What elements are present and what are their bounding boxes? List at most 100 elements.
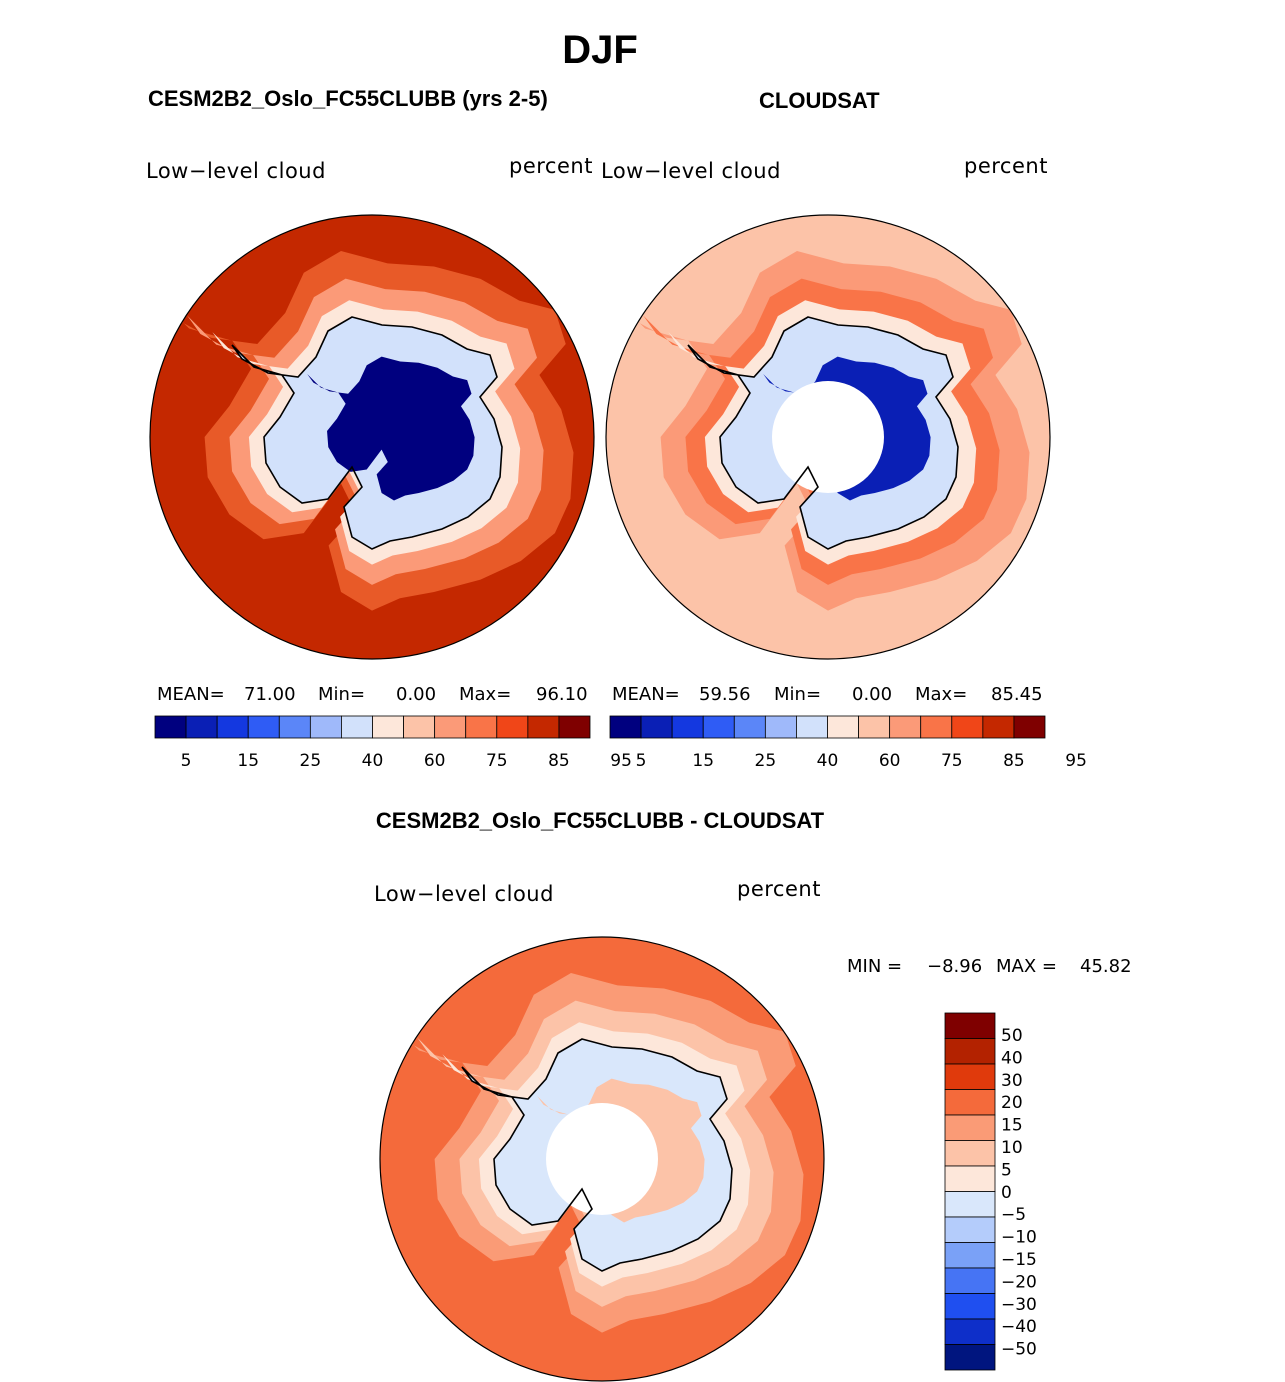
diff-colorbar-tick-label: 10 bbox=[1001, 1138, 1023, 1158]
diff-colorbar-tick-label: 40 bbox=[1001, 1048, 1023, 1068]
diff-colorbar-swatch bbox=[944, 1344, 996, 1371]
model-colorbar-swatch bbox=[465, 715, 498, 739]
diff-colorbar-tick-label: 30 bbox=[1001, 1071, 1023, 1091]
diff-colorbar-swatch bbox=[944, 1318, 996, 1345]
model-colorbar-swatch bbox=[403, 715, 436, 739]
obs-units-label: percent bbox=[964, 154, 1048, 178]
diff-colorbar-tick-label: −30 bbox=[1001, 1295, 1037, 1315]
model-panel-title: CESM2B2_Oslo_FC55CLUBB (yrs 2-5) bbox=[148, 86, 548, 111]
obs-colorbar-swatch bbox=[640, 715, 673, 739]
model-mean-label: MEAN= bbox=[157, 684, 225, 705]
obs-colorbar-swatch bbox=[827, 715, 859, 739]
obs-mean-label: MEAN= bbox=[612, 684, 680, 705]
diff-colorbar-tick-label: 5 bbox=[1001, 1160, 1012, 1180]
model-min-value: 0.00 bbox=[396, 684, 437, 705]
obs-colorbar-swatch bbox=[733, 715, 766, 739]
model-colorbar-swatch bbox=[247, 715, 280, 739]
model-colorbar-tick-label: 40 bbox=[362, 751, 384, 771]
model-colorbar-swatch bbox=[278, 715, 311, 739]
diff-colorbar-swatch bbox=[944, 1012, 996, 1039]
obs-colorbar-swatch bbox=[889, 715, 922, 739]
obs-variable-label: Low−level cloud bbox=[601, 159, 781, 183]
model-colorbar-tick-label: 95 bbox=[610, 751, 632, 771]
diff-max-label: MAX = bbox=[996, 956, 1057, 977]
model-colorbar: 5 15 25 40 60 75 85 95 bbox=[154, 715, 632, 771]
model-colorbar-swatch bbox=[216, 715, 249, 739]
obs-polar-map bbox=[606, 215, 1050, 659]
obs-colorbar-swatch bbox=[796, 715, 828, 739]
model-colorbar-tick-label: 85 bbox=[548, 751, 570, 771]
diff-colorbar-tick-label: −40 bbox=[1001, 1317, 1037, 1337]
model-colorbar-tick-label: 75 bbox=[486, 751, 508, 771]
model-mean-value: 71.00 bbox=[244, 684, 296, 705]
model-max-value: 96.10 bbox=[536, 684, 588, 705]
model-polar-map bbox=[150, 215, 594, 659]
obs-panel-title: CLOUDSAT bbox=[759, 88, 880, 113]
obs-colorbar-tick-label: 75 bbox=[941, 751, 963, 771]
model-colorbar-swatch bbox=[496, 715, 529, 739]
diff-colorbar-swatch bbox=[944, 1140, 996, 1167]
antarctica-coastline bbox=[461, 1038, 733, 1272]
obs-map-border bbox=[605, 214, 1051, 660]
diff-variable-label: Low−level cloud bbox=[374, 882, 554, 906]
diff-colorbar-tick-label: −5 bbox=[1001, 1205, 1026, 1225]
diff-colorbar-tick-label: −50 bbox=[1001, 1340, 1037, 1360]
model-colorbar-swatch bbox=[185, 715, 218, 739]
diff-polar-map bbox=[380, 937, 824, 1381]
model-colorbar-swatch bbox=[341, 715, 373, 739]
obs-min-value: 0.00 bbox=[852, 684, 893, 705]
model-colorbar-tick-label: 15 bbox=[237, 751, 259, 771]
model-colorbar-swatch bbox=[434, 715, 467, 739]
diff-colorbar-swatch bbox=[944, 1063, 996, 1090]
obs-max-value: 85.45 bbox=[991, 684, 1043, 705]
model-colorbar-swatch bbox=[527, 715, 560, 739]
obs-colorbar-swatch bbox=[982, 715, 1015, 739]
model-variable-label: Low−level cloud bbox=[146, 159, 326, 183]
antarctica-coastline bbox=[231, 316, 503, 550]
model-colorbar-swatch bbox=[372, 715, 404, 739]
model-colorbar-tick-label: 60 bbox=[424, 751, 446, 771]
diff-colorbar-swatch bbox=[944, 1191, 996, 1218]
model-colorbar-swatch bbox=[558, 715, 591, 739]
diff-panel-title: CESM2B2_Oslo_FC55CLUBB - CLOUDSAT bbox=[375, 808, 825, 833]
map-land-core bbox=[307, 356, 475, 501]
diff-units-label: percent bbox=[737, 877, 821, 901]
diff-min-value: −8.96 bbox=[927, 956, 983, 977]
model-max-label: Max= bbox=[459, 684, 512, 705]
diff-colorbar-tick-label: 50 bbox=[1001, 1026, 1023, 1046]
diff-colorbar-swatch bbox=[944, 1165, 996, 1192]
model-units-label: percent bbox=[509, 154, 593, 178]
obs-colorbar-tick-label: 25 bbox=[755, 751, 777, 771]
obs-colorbar-swatch bbox=[920, 715, 953, 739]
diff-colorbar-tick-label: 15 bbox=[1001, 1116, 1023, 1136]
diff-colorbar-tick-label: −10 bbox=[1001, 1228, 1037, 1248]
diff-colorbar-swatch bbox=[944, 1293, 996, 1320]
model-colorbar-tick-label: 25 bbox=[300, 751, 322, 771]
obs-colorbar-tick-label: 85 bbox=[1003, 751, 1025, 771]
diff-colorbar-swatch bbox=[944, 1038, 996, 1065]
diff-colorbar-tick-label: 20 bbox=[1001, 1093, 1023, 1113]
model-colorbar-swatch bbox=[154, 715, 187, 739]
obs-colorbar-swatch bbox=[609, 715, 642, 739]
obs-colorbar-swatch bbox=[951, 715, 984, 739]
diff-map-border bbox=[379, 936, 825, 1382]
obs-colorbar-tick-label: 15 bbox=[692, 751, 714, 771]
diff-colorbar-swatch bbox=[944, 1267, 996, 1294]
diff-min-label: MIN = bbox=[847, 956, 903, 977]
model-colorbar-swatch bbox=[309, 715, 342, 739]
model-map-border bbox=[149, 214, 595, 660]
model-colorbar-tick-label: 5 bbox=[181, 751, 192, 771]
diff-colorbar-swatch bbox=[944, 1242, 996, 1269]
model-min-label: Min= bbox=[318, 684, 366, 705]
figure-title: DJF bbox=[562, 28, 638, 72]
map-missing-data-pole bbox=[546, 1103, 658, 1215]
diff-colorbar-tick-label: 0 bbox=[1001, 1183, 1012, 1203]
antarctica-coastline bbox=[687, 316, 959, 550]
obs-mean-value: 59.56 bbox=[699, 684, 751, 705]
diff-colorbar-swatch bbox=[944, 1089, 996, 1116]
obs-min-label: Min= bbox=[774, 684, 822, 705]
obs-colorbar-swatch bbox=[702, 715, 735, 739]
obs-colorbar-tick-label: 40 bbox=[817, 751, 839, 771]
